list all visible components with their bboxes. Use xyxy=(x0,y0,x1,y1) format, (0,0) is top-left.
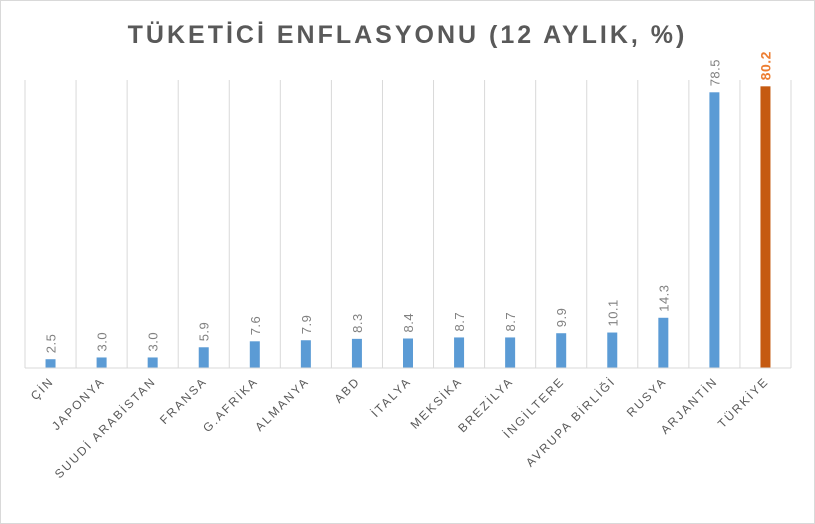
value-label: 8.4 xyxy=(401,313,416,333)
value-label: 8.3 xyxy=(350,313,365,333)
category-label: FRANSA xyxy=(157,374,210,427)
bar xyxy=(454,337,465,368)
value-label: 7.9 xyxy=(299,315,314,335)
category-label: İTALYA xyxy=(368,374,414,420)
value-label: 3.0 xyxy=(95,332,110,352)
value-label: 5.9 xyxy=(197,322,212,342)
category-label: SUUDİ ARABİSTAN xyxy=(52,374,159,481)
bar xyxy=(198,347,209,368)
value-label: 80.2 xyxy=(757,51,773,80)
bar xyxy=(249,341,260,368)
bar xyxy=(658,317,669,368)
bars xyxy=(45,86,771,368)
category-label: G.AFRİKA xyxy=(200,374,261,435)
chart-title: TÜKETİCİ ENFLASYONU (12 AYLIK, %) xyxy=(127,21,688,49)
value-label: 8.7 xyxy=(452,312,467,332)
value-label: 9.9 xyxy=(554,308,569,328)
bar xyxy=(403,338,413,368)
category-label: AVRUPA BİRLİĞİ xyxy=(522,374,618,470)
value-label: 8.7 xyxy=(503,312,518,332)
bar xyxy=(760,86,771,368)
value-label: 2.5 xyxy=(44,334,59,354)
value-labels: 2.5 3.0 3.0 5.9 7.6 7.9 8.3 8.4 8.7 8.7 9.9 10.1 14.… xyxy=(44,51,774,353)
value-label: 14.3 xyxy=(656,284,671,311)
category-label: TÜRKİYE xyxy=(715,374,772,431)
bar xyxy=(147,357,158,368)
value-label: 7.6 xyxy=(248,316,263,336)
category-label: ABD xyxy=(331,374,363,406)
value-label: 10.1 xyxy=(605,299,620,326)
bar xyxy=(607,332,618,368)
bar xyxy=(96,357,107,368)
category-label: RUSYA xyxy=(624,374,670,420)
category-label: ÇİN xyxy=(28,374,57,403)
bar xyxy=(505,337,516,368)
bar xyxy=(556,333,567,368)
value-label: 78.5 xyxy=(707,59,722,86)
bar xyxy=(351,338,362,368)
bar xyxy=(45,359,56,368)
category-label: ALMANYA xyxy=(252,374,312,434)
grid-lines xyxy=(24,80,792,368)
bar xyxy=(709,92,720,368)
value-label: 3.0 xyxy=(146,332,161,352)
bar xyxy=(300,340,311,368)
